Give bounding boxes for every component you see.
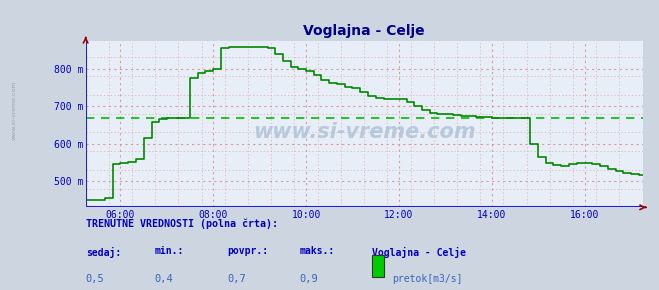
Text: sedaj:: sedaj: <box>86 246 121 258</box>
Text: min.:: min.: <box>155 246 185 256</box>
Text: 0,4: 0,4 <box>155 274 173 284</box>
Text: pretok[m3/s]: pretok[m3/s] <box>392 274 463 284</box>
Text: 0,9: 0,9 <box>300 274 318 284</box>
Text: www.si-vreme.com: www.si-vreme.com <box>12 80 17 140</box>
Text: 0,5: 0,5 <box>86 274 104 284</box>
Text: 0,7: 0,7 <box>227 274 246 284</box>
Text: maks.:: maks.: <box>300 246 335 256</box>
Text: povpr.:: povpr.: <box>227 246 268 256</box>
Text: TRENUTNE VREDNOSTI (polna črta):: TRENUTNE VREDNOSTI (polna črta): <box>86 219 277 229</box>
Text: www.si-vreme.com: www.si-vreme.com <box>253 122 475 142</box>
Title: Voglajna - Celje: Voglajna - Celje <box>303 24 425 38</box>
Text: Voglajna - Celje: Voglajna - Celje <box>372 246 467 258</box>
